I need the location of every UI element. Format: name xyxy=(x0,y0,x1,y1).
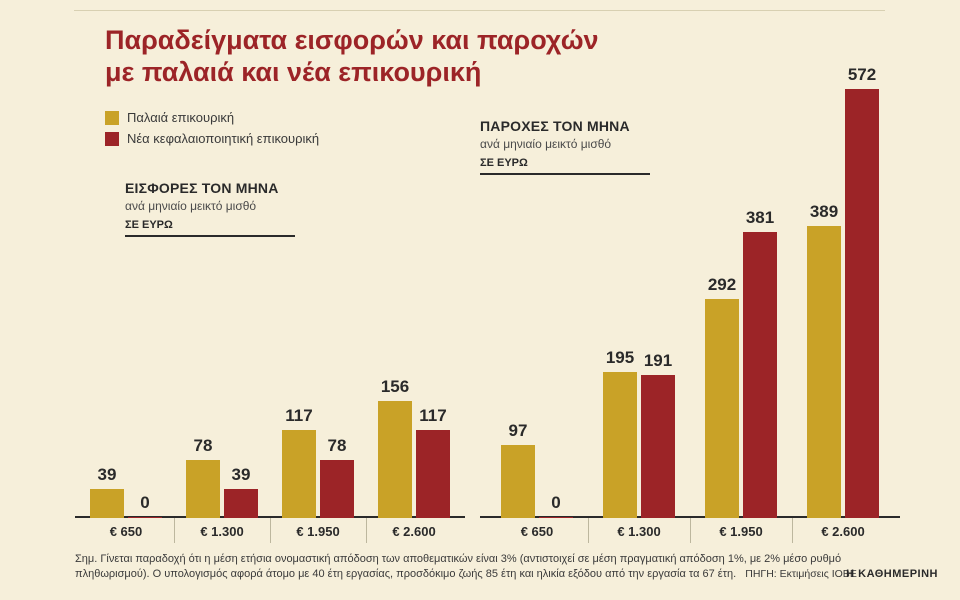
bar-group: 11778 xyxy=(273,430,363,518)
x-category-label: € 2.600 xyxy=(369,524,459,539)
x-separator xyxy=(366,518,367,543)
bar-old: 292 xyxy=(705,299,739,518)
bar-old: 156 xyxy=(378,401,412,518)
bar-value-old: 78 xyxy=(194,436,213,460)
publication-brand: Η ΚΑΘΗΜΕΡΙΝΗ xyxy=(846,568,938,580)
right-chart: 970195191292381389572 xyxy=(480,123,900,518)
x-separator xyxy=(270,518,271,543)
bar-old: 117 xyxy=(282,430,316,518)
bar-group: 7839 xyxy=(177,460,267,519)
left-xlabels: € 650 € 1.300 € 1.950 € 2.600 xyxy=(75,518,465,545)
bar-old: 78 xyxy=(186,460,220,519)
bar-value-new: 191 xyxy=(644,351,672,375)
bar-group: 97 0 xyxy=(492,445,582,518)
bar-value-old: 39 xyxy=(98,465,117,489)
bar-value-new: 117 xyxy=(419,406,446,430)
bar-value-old: 389 xyxy=(810,202,838,226)
bar-value-new: 0 xyxy=(140,493,149,517)
x-category-label: € 1.300 xyxy=(594,524,684,539)
bar-new: 78 xyxy=(320,460,354,519)
left-chart: 390783911778156117 xyxy=(75,123,465,518)
bar-new: 572 xyxy=(845,89,879,518)
bar-value-new: 381 xyxy=(746,208,774,232)
source-label: ΠΗΓΗ: Εκτιμήσεις ΙΟΒΕ xyxy=(745,568,857,580)
bar-old: 389 xyxy=(807,226,841,518)
bar-value-new: 39 xyxy=(232,465,251,489)
x-category-label: € 1.300 xyxy=(177,524,267,539)
bar-value-old: 97 xyxy=(509,421,528,445)
bar-new: 117 xyxy=(416,430,450,518)
bar-new: 381 xyxy=(743,232,777,518)
bar-value-old: 195 xyxy=(606,348,634,372)
title-line-1: Παραδείγματα εισφορών και παροχών xyxy=(105,25,599,55)
bar-value-new: 78 xyxy=(328,436,347,460)
bar-value-old: 292 xyxy=(708,275,736,299)
footnote: Σημ. Γίνεται παραδοχή ότι η μέση ετήσια … xyxy=(75,552,875,582)
bar-value-old: 156 xyxy=(381,377,409,401)
bar-group: 156117 xyxy=(369,401,459,518)
bar-old: 39 xyxy=(90,489,124,518)
bar-value-old: 117 xyxy=(285,406,312,430)
title-line-2: με παλαιά και νέα επικουρική xyxy=(105,57,481,87)
x-separator xyxy=(588,518,589,543)
bar-value-new: 0 xyxy=(551,493,560,517)
right-xlabels: € 650 € 1.300 € 1.950 € 2.600 xyxy=(480,518,900,545)
chart-title: Παραδείγματα εισφορών και παροχών με παλ… xyxy=(105,24,599,89)
bar-value-new: 572 xyxy=(848,65,876,89)
footnote-text: Σημ. Γίνεται παραδοχή ότι η μέση ετήσια … xyxy=(75,553,841,580)
bar-group: 195191 xyxy=(594,372,684,518)
bar-group: 389572 xyxy=(798,89,888,518)
x-separator xyxy=(792,518,793,543)
x-category-label: € 2.600 xyxy=(798,524,888,539)
bar-old: 195 xyxy=(603,372,637,518)
bar-group: 292381 xyxy=(696,232,786,518)
top-rule xyxy=(74,10,885,11)
x-category-label: € 1.950 xyxy=(273,524,363,539)
x-category-label: € 650 xyxy=(492,524,582,539)
x-separator xyxy=(690,518,691,543)
bar-new: 191 xyxy=(641,375,675,518)
bar-group: 39 0 xyxy=(81,489,171,518)
bar-new: 39 xyxy=(224,489,258,518)
x-category-label: € 1.950 xyxy=(696,524,786,539)
x-separator xyxy=(174,518,175,543)
x-category-label: € 650 xyxy=(81,524,171,539)
bar-old: 97 xyxy=(501,445,535,518)
